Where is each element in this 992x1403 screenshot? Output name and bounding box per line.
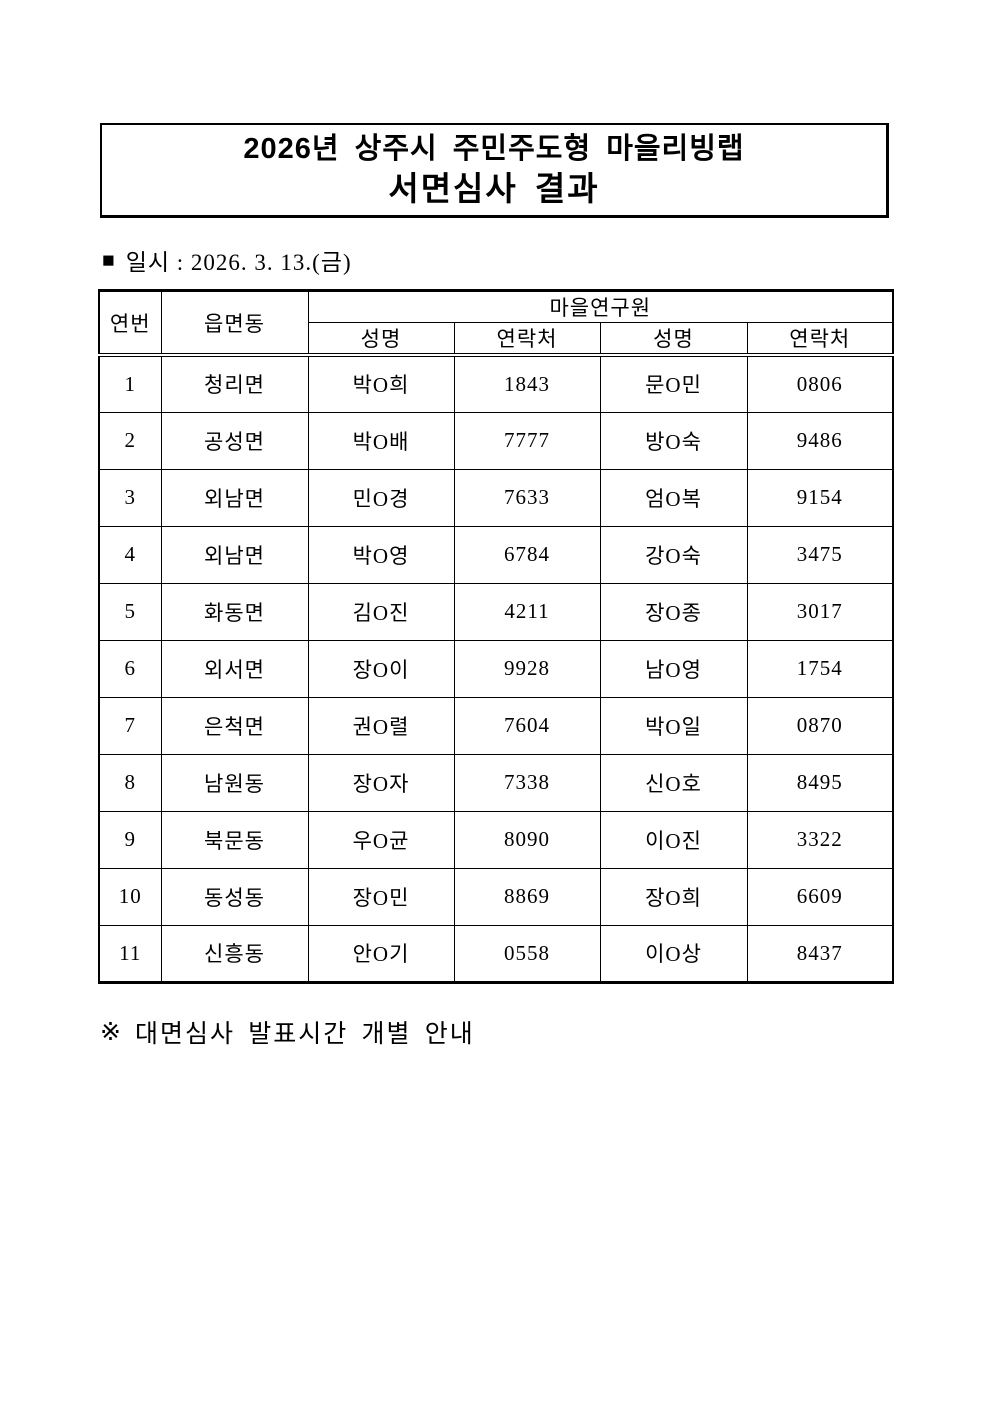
cell-district: 은척면 [160,696,309,755]
cell-researcher1-contact: 7633 [453,468,601,527]
cell-district: 공성면 [160,411,309,470]
cell-researcher2-contact: 8437 [746,924,894,983]
cell-district: 외남면 [160,525,309,584]
reference-mark-icon: ※ [100,1019,123,1046]
table-header: 연번 읍면동 마을연구원 성명 연락처 성명 연락처 [98,290,894,357]
cell-researcher2-contact: 9154 [746,468,894,527]
cell-researcher2-name: 장O희 [599,867,748,926]
cell-researcher1-name: 안O기 [307,924,455,983]
title-box: 2026년 상주시 주민주도형 마을리빙랩 서면심사 결과 [100,123,889,218]
table-row: 8 남원동 장O자 7338 신O호 8495 [98,753,894,812]
cell-no: 11 [98,924,162,983]
table-row: 1 청리면 박O희 1843 문O민 0806 [98,354,894,413]
cell-district: 북문동 [160,810,309,869]
table-row: 4 외남면 박O영 6784 강O숙 3475 [98,525,894,584]
cell-district: 외서면 [160,639,309,698]
date-line: ■ 일시 : 2026. 3. 13.(금) [102,243,352,277]
cell-researcher1-contact: 8869 [453,867,601,926]
cell-no: 4 [98,525,162,584]
table-row: 5 화동면 김O진 4211 장O종 3017 [98,582,894,641]
cell-researcher1-name: 박O영 [307,525,455,584]
cell-researcher1-name: 장O이 [307,639,455,698]
cell-no: 1 [98,354,162,413]
cell-researcher2-contact: 8495 [746,753,894,812]
footer-note-text: 대면심사 발표시간 개별 안내 [134,1021,475,1048]
cell-no: 3 [98,468,162,527]
cell-researcher2-name: 장O종 [599,582,748,641]
cell-researcher2-name: 이O진 [599,810,748,869]
cell-researcher1-name: 장O자 [307,753,455,812]
cell-no: 2 [98,411,162,470]
cell-no: 6 [98,639,162,698]
cell-researcher1-contact: 7338 [453,753,601,812]
cell-researcher1-name: 박O희 [307,354,455,413]
cell-researcher2-name: 문O민 [599,354,748,413]
cell-researcher2-name: 박O일 [599,696,748,755]
cell-researcher2-name: 이O상 [599,924,748,983]
table-row: 7 은척면 권O렬 7604 박O일 0870 [98,696,894,755]
cell-researcher1-name: 민O경 [307,468,455,527]
header-no: 연번 [98,290,162,357]
table-row: 3 외남면 민O경 7633 엄O복 9154 [98,468,894,527]
cell-district: 신흥동 [160,924,309,983]
header-name-2: 성명 [599,322,748,357]
header-district: 읍면동 [160,290,309,357]
filled-square-icon: ■ [102,247,116,272]
cell-researcher1-contact: 8090 [453,810,601,869]
cell-researcher1-contact: 6784 [453,525,601,584]
cell-no: 8 [98,753,162,812]
cell-researcher2-contact: 1754 [746,639,894,698]
cell-district: 청리면 [160,354,309,413]
header-name-1: 성명 [307,322,455,357]
header-researcher-group: 마을연구원 [307,290,894,323]
cell-district: 동성동 [160,867,309,926]
table-body: 1 청리면 박O희 1843 문O민 0806 2 공성면 박O배 7777 방… [98,354,894,983]
cell-no: 5 [98,582,162,641]
cell-researcher1-contact: 9928 [453,639,601,698]
table-row: 10 동성동 장O민 8869 장O희 6609 [98,867,894,926]
cell-researcher1-name: 장O민 [307,867,455,926]
cell-district: 남원동 [160,753,309,812]
cell-researcher1-contact: 7604 [453,696,601,755]
header-contact-1: 연락처 [453,322,601,357]
cell-researcher1-name: 권O렬 [307,696,455,755]
cell-researcher1-contact: 7777 [453,411,601,470]
cell-researcher2-contact: 0870 [746,696,894,755]
table-row: 6 외서면 장O이 9928 남O영 1754 [98,639,894,698]
cell-no: 9 [98,810,162,869]
cell-researcher2-contact: 3322 [746,810,894,869]
review-result-table: 연번 읍면동 마을연구원 성명 연락처 성명 연락처 1 청리면 박O희 184… [98,289,895,984]
cell-researcher2-contact: 9486 [746,411,894,470]
cell-district: 화동면 [160,582,309,641]
cell-researcher2-name: 신O호 [599,753,748,812]
page-title-line2: 서면심사 결과 [388,170,600,208]
cell-researcher1-contact: 4211 [453,582,601,641]
cell-researcher2-contact: 3017 [746,582,894,641]
header-row-group: 연번 읍면동 마을연구원 [98,290,894,357]
header-contact-2: 연락처 [746,322,894,357]
table-row: 11 신흥동 안O기 0558 이O상 8437 [98,924,894,983]
cell-researcher1-contact: 1843 [453,354,601,413]
cell-researcher2-name: 방O숙 [599,411,748,470]
cell-researcher1-contact: 0558 [453,924,601,983]
table-row: 2 공성면 박O배 7777 방O숙 9486 [98,411,894,470]
cell-researcher2-contact: 0806 [746,354,894,413]
cell-district: 외남면 [160,468,309,527]
cell-no: 7 [98,696,162,755]
cell-researcher2-name: 강O숙 [599,525,748,584]
footer-note: ※ 대면심사 발표시간 개별 안내 [100,1014,475,1050]
page-title-line1: 2026년 상주시 주민주도형 마을리빙랩 [243,132,745,165]
cell-researcher1-name: 우O균 [307,810,455,869]
cell-researcher2-contact: 3475 [746,525,894,584]
date-text: 일시 : 2026. 3. 13.(금) [125,250,352,275]
cell-no: 10 [98,867,162,926]
cell-researcher2-contact: 6609 [746,867,894,926]
cell-researcher2-name: 엄O복 [599,468,748,527]
cell-researcher2-name: 남O영 [599,639,748,698]
cell-researcher1-name: 박O배 [307,411,455,470]
header-row-sub: 성명 연락처 성명 연락처 [99,322,894,357]
table-row: 9 북문동 우O균 8090 이O진 3322 [98,810,894,869]
cell-researcher1-name: 김O진 [307,582,455,641]
